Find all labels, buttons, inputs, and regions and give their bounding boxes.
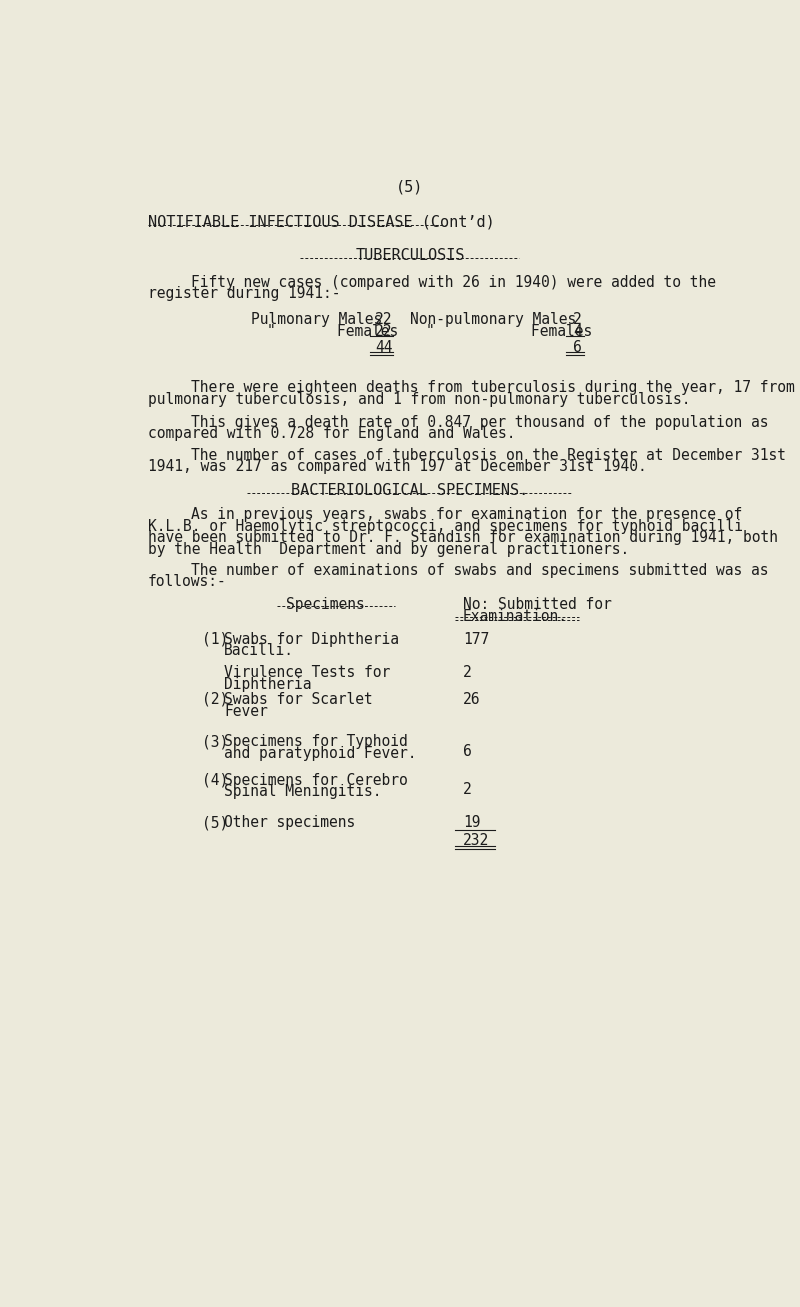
Text: by the Health  Department and by general practitioners.: by the Health Department and by general …	[148, 542, 630, 557]
Text: 22: 22	[375, 324, 393, 339]
Text: (4): (4)	[202, 772, 229, 788]
Text: 2: 2	[573, 311, 582, 327]
Text: 19: 19	[462, 816, 480, 830]
Text: NOTIFIABLE INFECTIOUS DISEASE (Cont’d): NOTIFIABLE INFECTIOUS DISEASE (Cont’d)	[148, 214, 494, 230]
Text: (5): (5)	[396, 180, 424, 195]
Text: K.L.B. or Haemolytic streptococci, and specimens for typhoid bacilli: K.L.B. or Haemolytic streptococci, and s…	[148, 519, 743, 533]
Text: This gives a death rate of 0.847 per thousand of the population as: This gives a death rate of 0.847 per tho…	[191, 414, 769, 430]
Text: follows:-: follows:-	[148, 574, 227, 589]
Text: Pulmonary Males: Pulmonary Males	[251, 311, 382, 327]
Text: "       Females: " Females	[266, 324, 398, 339]
Text: 6: 6	[573, 340, 582, 356]
Text: register during 1941:-: register during 1941:-	[148, 286, 341, 301]
Text: "           Females: " Females	[426, 324, 592, 339]
Text: 2: 2	[462, 665, 471, 680]
Text: Specimens for Cerebro: Specimens for Cerebro	[224, 772, 408, 788]
Text: Specimens for Typhoid: Specimens for Typhoid	[224, 735, 408, 749]
Text: No: Submitted for: No: Submitted for	[462, 597, 611, 612]
Text: (2): (2)	[202, 691, 229, 707]
Text: As in previous years, swabs for examination for the presence of: As in previous years, swabs for examinat…	[191, 507, 742, 523]
Text: 26: 26	[462, 691, 480, 707]
Text: Virulence Tests for: Virulence Tests for	[224, 665, 390, 680]
Text: Fifty new cases (compared with 26 in 1940) were added to the: Fifty new cases (compared with 26 in 194…	[191, 274, 717, 290]
Text: 177: 177	[462, 631, 489, 647]
Text: Swabs for Scarlet: Swabs for Scarlet	[224, 691, 373, 707]
Text: 22: 22	[375, 311, 393, 327]
Text: and paratyphoid Fever.: and paratyphoid Fever.	[224, 746, 417, 761]
Text: 6: 6	[462, 744, 471, 758]
Text: 2: 2	[462, 782, 471, 797]
Text: Examination.: Examination.	[462, 609, 568, 623]
Text: 4: 4	[573, 324, 582, 339]
Text: Swabs for Diphtheria: Swabs for Diphtheria	[224, 631, 399, 647]
Text: Non-pulmonary Males: Non-pulmonary Males	[410, 311, 576, 327]
Text: 1941, was 217 as compared with 197 at December 31st 1940.: 1941, was 217 as compared with 197 at De…	[148, 460, 646, 474]
Text: There were eighteen deaths from tuberculosis during the year, 17 from: There were eighteen deaths from tubercul…	[191, 380, 795, 395]
Text: TUBERCULOSIS: TUBERCULOSIS	[355, 248, 465, 263]
Text: Other specimens: Other specimens	[224, 816, 355, 830]
Text: pulmonary tuberculosis, and 1 from non-pulmonary tuberculosis.: pulmonary tuberculosis, and 1 from non-p…	[148, 392, 690, 406]
Text: 232: 232	[462, 833, 489, 848]
Text: (1): (1)	[202, 631, 229, 647]
Text: The number of examinations of swabs and specimens submitted was as: The number of examinations of swabs and …	[191, 562, 769, 578]
Text: Diphtheria: Diphtheria	[224, 677, 311, 691]
Text: (3): (3)	[202, 735, 229, 749]
Text: 44: 44	[375, 340, 393, 356]
Text: Specimens: Specimens	[286, 597, 365, 612]
Text: (5): (5)	[202, 816, 229, 830]
Text: compared with 0.728 for England and Wales.: compared with 0.728 for England and Wale…	[148, 426, 515, 442]
Text: The number of cases of tuberculosis on the Register at December 31st: The number of cases of tuberculosis on t…	[191, 448, 786, 463]
Text: Spinal Meningitis.: Spinal Meningitis.	[224, 784, 382, 800]
Text: BACTERIOLOGICAL SPECIMENS.: BACTERIOLOGICAL SPECIMENS.	[291, 482, 529, 498]
Text: Fever: Fever	[224, 703, 268, 719]
Text: Bacilli.: Bacilli.	[224, 643, 294, 659]
Text: have been submitted to Dr. F. Standish for examination during 1941, both: have been submitted to Dr. F. Standish f…	[148, 531, 778, 545]
